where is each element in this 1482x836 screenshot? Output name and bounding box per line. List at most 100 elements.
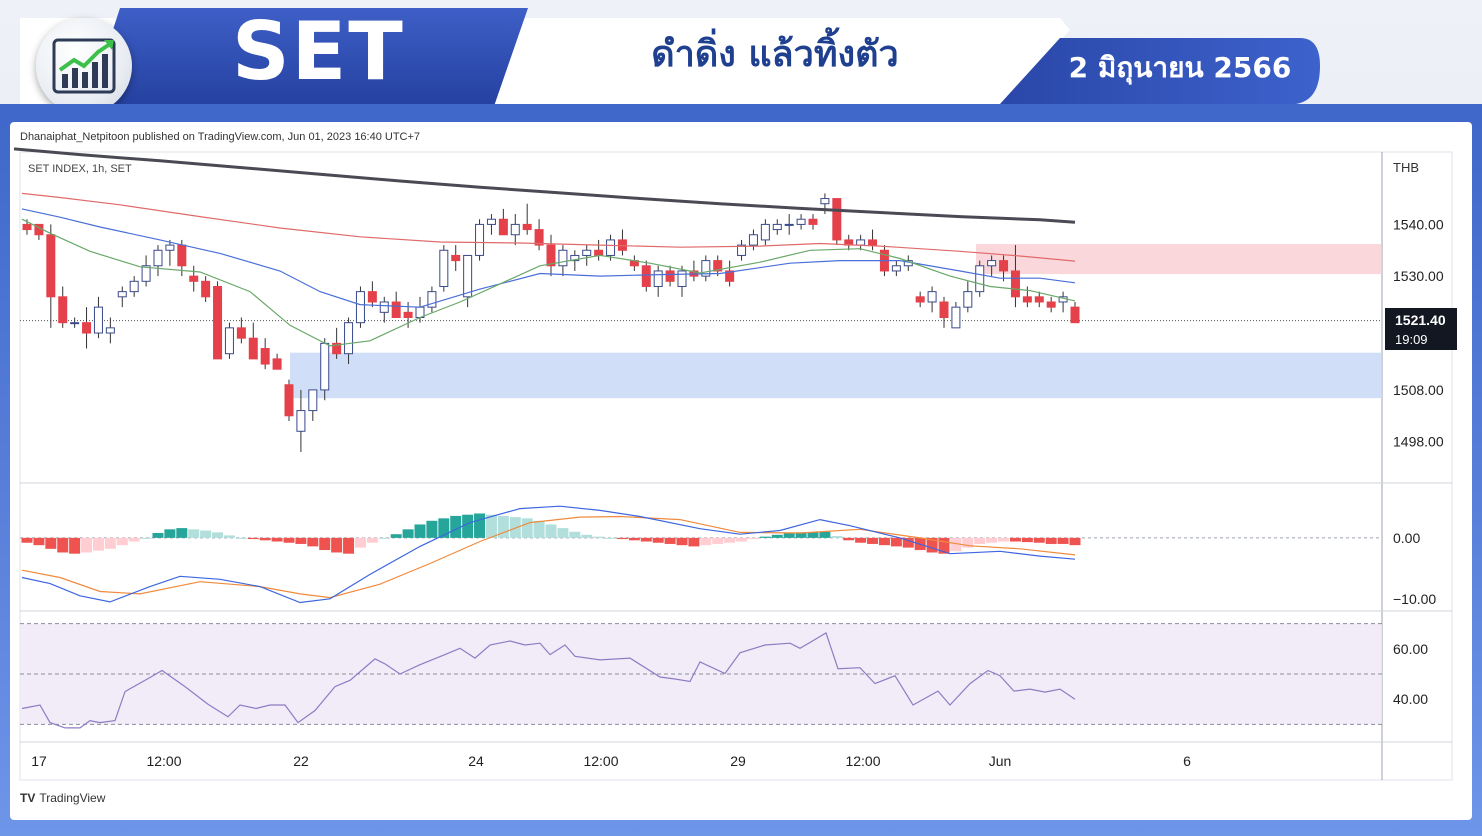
candle	[260, 338, 270, 370]
candle	[391, 291, 401, 318]
macd-histogram-bar	[759, 536, 771, 538]
candle-body	[606, 239, 616, 256]
candle-body	[379, 301, 389, 313]
candle-body	[737, 244, 747, 256]
candle	[772, 219, 782, 235]
candle-body	[760, 223, 770, 241]
macd-histogram-bar	[771, 534, 783, 538]
tradingview-logo[interactable]: TV TradingView	[20, 791, 105, 805]
candle-body	[594, 249, 604, 256]
candle	[1058, 291, 1068, 313]
candle	[141, 255, 151, 287]
candle-body	[653, 270, 663, 287]
candle-body	[891, 265, 901, 272]
macd-histogram-bar	[628, 537, 640, 541]
candle	[999, 255, 1009, 282]
candle-body	[344, 322, 354, 355]
macd-histogram-bar	[188, 529, 200, 538]
macd-histogram-bar	[462, 514, 474, 538]
time-tick-label: 24	[468, 753, 484, 769]
candle-body	[784, 223, 794, 226]
macd-histogram-bar	[509, 517, 521, 538]
macd-histogram-bar	[867, 537, 879, 544]
macd-histogram-bar	[354, 537, 366, 548]
macd-histogram-bar	[569, 531, 581, 538]
macd-histogram-bar	[807, 532, 819, 538]
candle	[117, 286, 127, 308]
ma-red-line	[21, 192, 1076, 262]
candle	[701, 255, 711, 282]
candle	[665, 265, 675, 287]
candle-body	[582, 249, 592, 256]
chart-growth-icon	[52, 38, 116, 94]
candle-body	[355, 291, 365, 324]
candle-body	[296, 410, 306, 432]
candle	[367, 281, 377, 308]
candle	[832, 198, 842, 246]
macd-histogram-bar	[1057, 537, 1069, 544]
candle	[844, 234, 854, 251]
macd-histogram-bar	[640, 537, 652, 542]
macd-histogram-bar	[128, 537, 140, 542]
candle-body	[677, 270, 687, 287]
candle-body	[963, 291, 973, 308]
last-price-badge	[1385, 308, 1457, 350]
ma-long-line	[13, 147, 1076, 224]
candle	[808, 214, 818, 230]
last-price: 1521.40	[1395, 312, 1446, 328]
macd-histogram-bar	[259, 537, 271, 541]
ma-blue-line	[21, 208, 1076, 308]
macd-histogram-bar	[819, 531, 831, 538]
candle-body	[46, 234, 56, 298]
candle	[653, 265, 663, 297]
candle-body	[856, 239, 866, 246]
candle	[236, 317, 246, 344]
candle-body	[665, 270, 675, 282]
macd-histogram-bar	[878, 537, 890, 546]
candle	[737, 239, 747, 261]
candle-body	[808, 218, 818, 225]
candle-body	[498, 218, 508, 236]
macd-histogram-bar	[176, 528, 188, 538]
candle	[915, 291, 925, 308]
candle-body	[820, 198, 830, 205]
candle-body	[1022, 296, 1032, 303]
macd-histogram-bar	[926, 537, 938, 553]
candle	[927, 286, 937, 313]
candle-body	[939, 301, 949, 318]
candle	[129, 276, 139, 297]
rsi-tick-label: 40.00	[1393, 691, 1428, 707]
macd-histogram-bar	[152, 532, 164, 538]
candle	[105, 317, 115, 344]
rsi-tick-label: 60.00	[1393, 641, 1428, 657]
macd-histogram-bar	[902, 537, 914, 548]
candle	[868, 229, 878, 251]
candle-body	[748, 234, 758, 246]
macd-histogram-bar	[140, 537, 152, 539]
macd-histogram-bar	[92, 537, 104, 551]
time-tick-label: 12:00	[845, 753, 880, 769]
macd-line	[21, 505, 1076, 604]
candle	[272, 353, 282, 370]
macd-tick-label: −10.00	[1393, 591, 1436, 607]
macd-histogram-bar	[247, 537, 259, 540]
candle	[189, 265, 199, 292]
time-tick-label: 22	[293, 753, 309, 769]
candle	[46, 224, 56, 328]
candle-body	[117, 291, 127, 298]
candle	[153, 245, 163, 277]
macd-histogram-bar	[1033, 537, 1045, 543]
macd-histogram-bar	[283, 537, 295, 543]
macd-pane	[20, 505, 1382, 604]
candle	[58, 286, 68, 328]
candle-body	[224, 327, 234, 355]
candle-body	[82, 322, 92, 334]
rsi-line	[21, 632, 1076, 729]
candle	[629, 255, 639, 271]
candle	[498, 208, 508, 236]
candle-body	[701, 260, 711, 277]
time-tick-label: 6	[1183, 753, 1191, 769]
macd-histogram-bar	[235, 537, 247, 539]
candle-body	[725, 270, 735, 282]
